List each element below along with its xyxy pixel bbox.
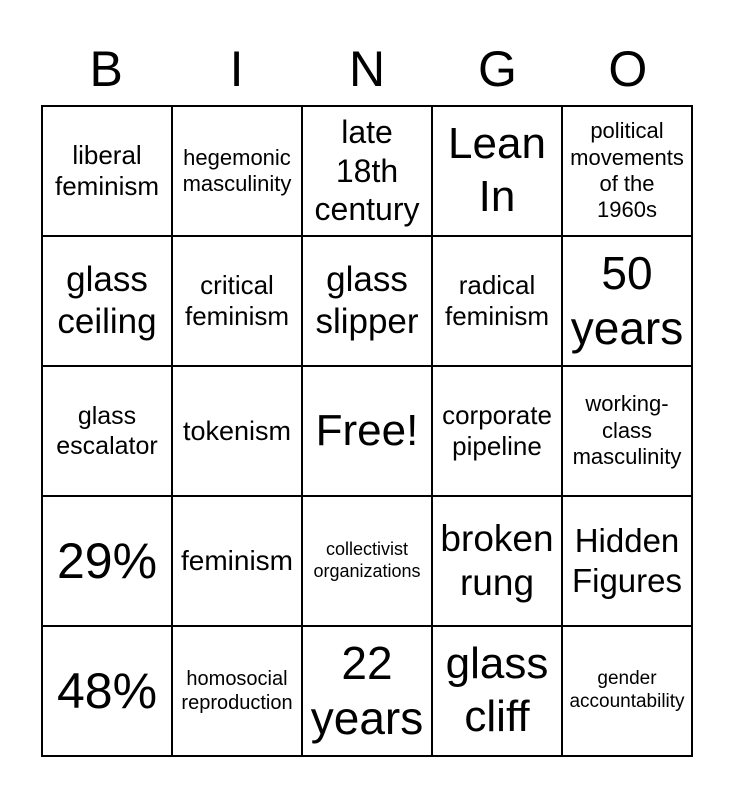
free-space-cell[interactable]: Free! xyxy=(303,367,431,495)
bingo-cell[interactable]: homosocial reproduction xyxy=(173,627,301,755)
bingo-cell[interactable]: hegemonic masculinity xyxy=(173,107,301,235)
bingo-cell[interactable]: glass cliff xyxy=(433,627,561,755)
bingo-cell[interactable]: Hidden Figures xyxy=(563,497,691,625)
bingo-cell[interactable]: gender accountability xyxy=(563,627,691,755)
bingo-cell[interactable]: glass slipper xyxy=(303,237,431,365)
bingo-cell[interactable]: 48% xyxy=(43,627,171,755)
bingo-cell[interactable]: working-class masculinity xyxy=(563,367,691,495)
bingo-cell[interactable]: corporate pipeline xyxy=(433,367,561,495)
bingo-cell[interactable]: liberal feminism xyxy=(43,107,171,235)
bingo-letter-g: G xyxy=(477,41,517,97)
bingo-cell[interactable]: feminism xyxy=(173,497,301,625)
bingo-letter-n: N xyxy=(348,41,386,97)
bingo-letter-i: I xyxy=(229,41,244,97)
bingo-title: B I N G O xyxy=(41,0,693,105)
bingo-cell[interactable]: collectivist organizations xyxy=(303,497,431,625)
bingo-cell[interactable]: 29% xyxy=(43,497,171,625)
bingo-cell[interactable]: critical feminism xyxy=(173,237,301,365)
bingo-cell[interactable]: 50 years xyxy=(563,237,691,365)
bingo-grid: liberal feminism hegemonic masculinity l… xyxy=(41,105,693,757)
bingo-cell[interactable]: Lean In xyxy=(433,107,561,235)
bingo-letter-b: B xyxy=(89,41,123,97)
bingo-cell[interactable]: glass ceiling xyxy=(43,237,171,365)
bingo-cell[interactable]: radical feminism xyxy=(433,237,561,365)
bingo-cell[interactable]: late 18th century xyxy=(303,107,431,235)
bingo-cell[interactable]: 22 years xyxy=(303,627,431,755)
bingo-letter-o: O xyxy=(608,41,648,97)
bingo-cell[interactable]: broken rung xyxy=(433,497,561,625)
bingo-cell[interactable]: glass escalator xyxy=(43,367,171,495)
bingo-cell[interactable]: tokenism xyxy=(173,367,301,495)
bingo-cell[interactable]: political movements of the 1960s xyxy=(563,107,691,235)
